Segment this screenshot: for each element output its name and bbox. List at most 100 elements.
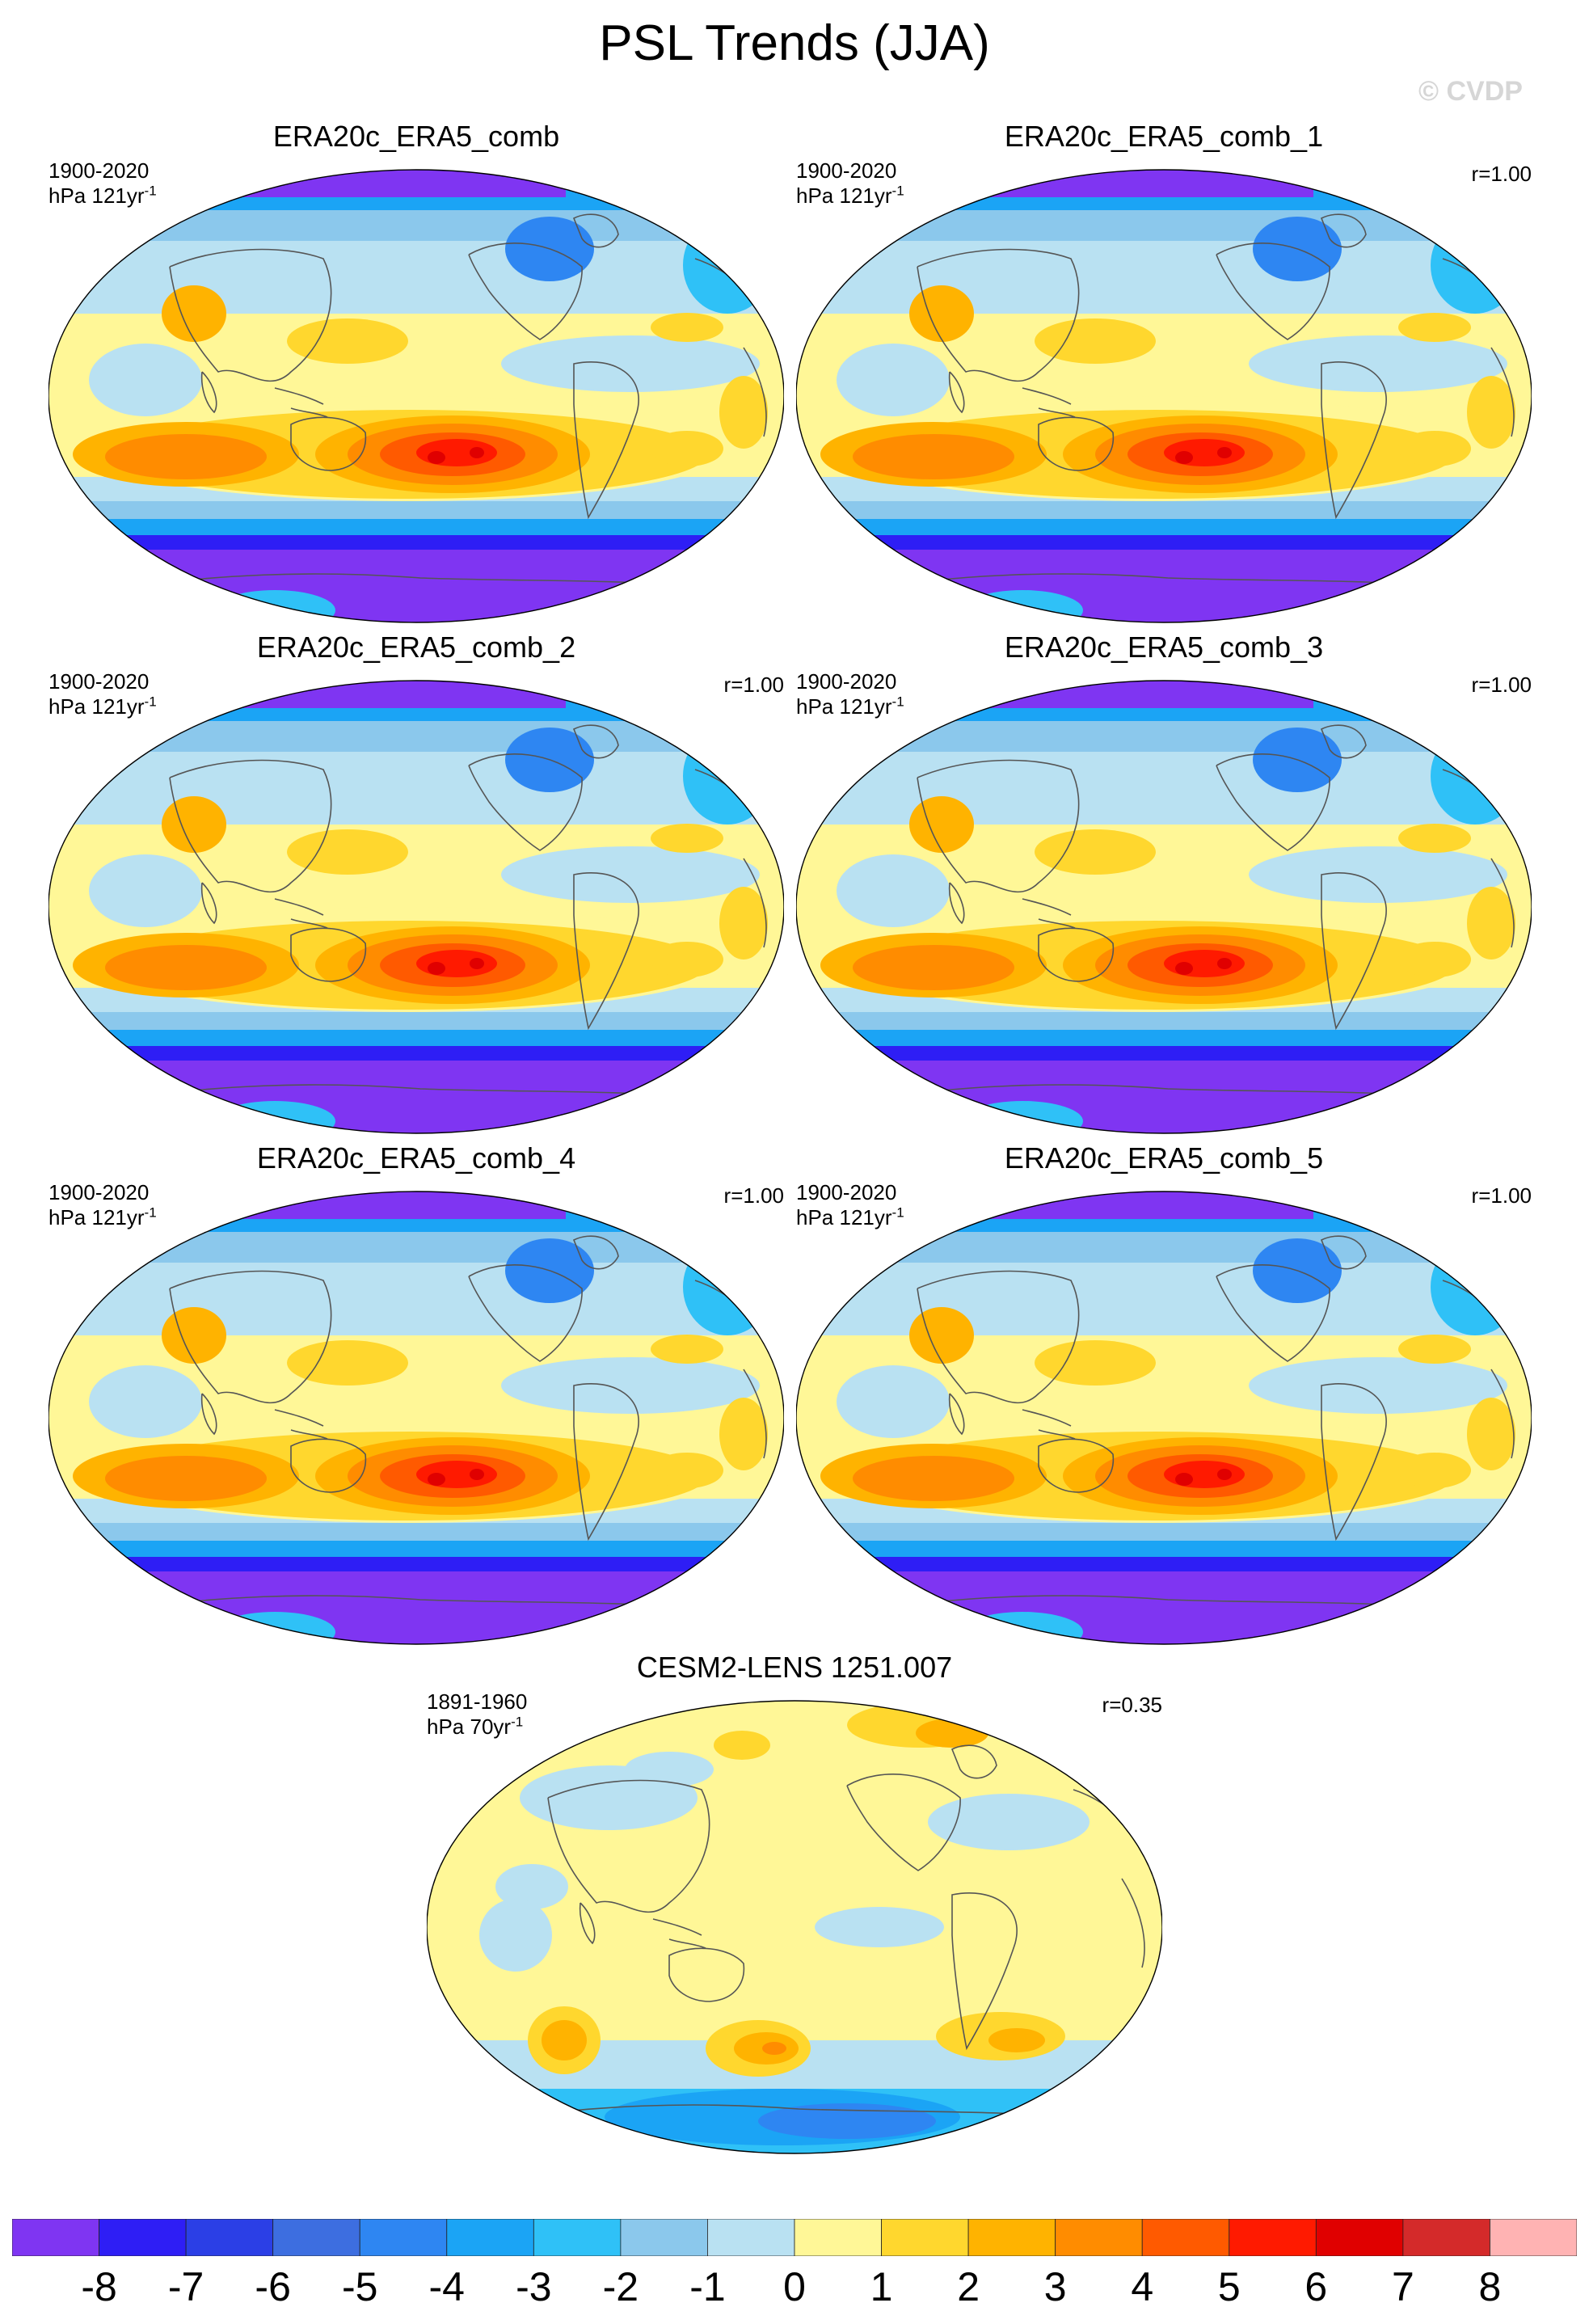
coastline-greenland [572,1235,619,1270]
coastline-south-america [1321,872,1387,1031]
units-label: hPa 121yr-1 [48,694,157,719]
coastline-maritime [1022,898,1076,929]
coastline-asia [547,1779,710,1913]
antarctic-land [214,1612,335,1644]
colorbar-tick-label: -5 [341,2264,378,2309]
map-outline [48,1191,784,1645]
colorbar-swatch [12,2219,99,2256]
coastline-north-america [846,1774,961,1871]
colorbar-tick-label: 7 [1391,2264,1414,2309]
coastline-north-america [468,1264,583,1362]
antarctic-land [214,1101,335,1133]
period-label: 1900-2020 [796,158,897,183]
coastline-australia [290,927,367,982]
panel-title: CESM2-LENS 1251.007 [636,1651,953,1684]
map-field [48,170,784,622]
azores-high [1398,824,1471,853]
panel-title: ERA20c_ERA5_comb [272,120,560,153]
south-atlantic-high [719,887,768,960]
coastline-south-america [951,1892,1018,2051]
pacific-high-core [1164,1461,1245,1488]
panel-info: 1900-2020 hPa 121yr-1 [48,669,157,719]
coastline-maritime [274,1409,328,1440]
indian-high-2 [542,2020,587,2060]
figure-title: PSL Trends (JJA) [599,15,990,71]
map-outline [796,1191,1532,1645]
colorbar-swatch [1055,2219,1143,2256]
atlantic-high [1398,1453,1471,1488]
correlation-label: r=1.00 [723,673,784,697]
colorbar-tick-label: -1 [689,2264,726,2309]
period-label: 1900-2020 [48,158,150,183]
period-label: 1900-2020 [48,669,150,694]
map-field [48,1192,784,1644]
asia-high [162,796,226,853]
subtropical-high [1035,829,1156,875]
pacific-max-2 [1217,447,1232,458]
period-label: 1900-2020 [796,669,897,694]
antarctic-minimum [796,1571,1532,1644]
colorbar-swatch [1229,2219,1317,2256]
map-outline [796,169,1532,623]
antarctic-minimum [48,1061,784,1133]
tropical-neg [815,1907,944,1947]
coastline-north-america [468,753,583,851]
north-atlantic-low [683,1238,772,1335]
map-panel: ERA20c_ERA5_comb_5 1900-2020 hPa 121yr-1… [796,1141,1532,1651]
colorbar-tick-label: 1 [870,2264,893,2309]
coastline-australia [290,416,367,471]
south-atlantic-high [1467,376,1515,449]
map-panel: ERA20c_ERA5_comb_4 1900-2020 hPa 121yr-1… [48,1141,784,1651]
trend-map [427,1700,1162,2154]
atlantic-high [651,1453,723,1488]
colorbar-swatch [359,2219,448,2256]
subtropical-high [1035,318,1156,364]
asia-high [909,1307,974,1364]
trend-map [796,680,1532,1134]
antarctic-land [962,590,1083,622]
indian-ocean-negative [89,854,202,927]
colorbar-tick-label: -4 [428,2264,465,2309]
coastline-asia [917,248,1080,382]
panel-title: ERA20c_ERA5_comb_5 [1004,1141,1324,1175]
coastline-australia [1038,927,1115,982]
coastline-india [200,1393,217,1436]
panel-info: 1900-2020 hPa 121yr-1 [796,1180,904,1230]
coastline-asia [917,759,1080,893]
coastline-india [200,371,217,414]
panel-info: 1900-2020 hPa 121yr-1 [796,158,904,209]
map-outline [796,680,1532,1134]
coastline-india [579,1902,596,1945]
cvdp-watermark: © CVDP [1418,76,1523,107]
coastline-north-america [468,243,583,340]
units-label: hPa 121yr-1 [796,183,904,208]
panel-info: 1900-2020 hPa 121yr-1 [796,669,904,719]
coastline-maritime [274,898,328,929]
antarctic-minimum [796,1061,1532,1133]
colorbar-swatch [533,2219,622,2256]
atlantic-high [651,942,723,977]
indian-high-2 [105,945,267,990]
colorbar-tick-label: 4 [1131,2264,1154,2309]
north-atlantic-low [1431,217,1519,314]
subtropical-high [287,318,408,364]
colorbar-swatch [1141,2219,1230,2256]
colorbar [12,2219,1577,2256]
antarctic-land [962,1101,1083,1133]
indian-ocean-negative [837,854,950,927]
siberia-high [714,1731,770,1760]
colorbar-tick-label: 8 [1478,2264,1502,2309]
map-panel: ERA20c_ERA5_comb_3 1900-2020 hPa 121yr-1… [796,631,1532,1140]
coastline-asia [169,1270,332,1404]
asia-high [162,285,226,342]
colorbar-tick-label: -7 [167,2264,204,2309]
coastline-australia [1038,1438,1115,1493]
units-label: hPa 121yr-1 [48,183,157,208]
correlation-label: r=1.00 [723,1183,784,1208]
map-panel: ERA20c_ERA5_comb_2 1900-2020 hPa 121yr-1… [48,631,784,1140]
period-label: 1900-2020 [48,1180,150,1204]
west-neg [495,1864,568,1909]
north-atlantic-low [683,728,772,825]
indian-ocean-negative [837,1365,950,1438]
